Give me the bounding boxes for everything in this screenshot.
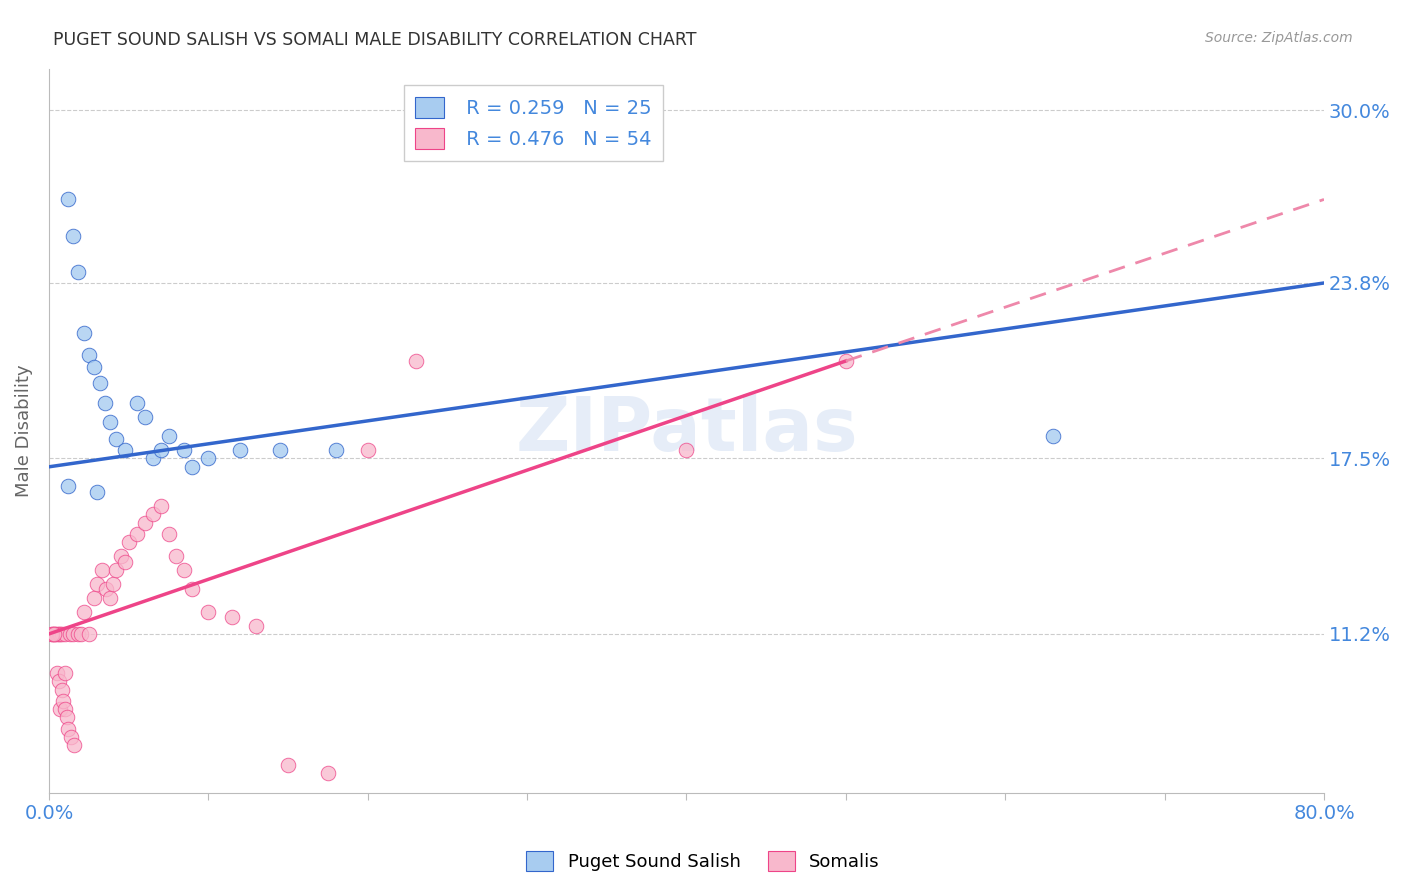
Point	[125, 396, 148, 410]
Point	[149, 499, 172, 513]
Point	[62, 228, 84, 243]
Point	[48, 674, 70, 689]
Point	[83, 591, 105, 605]
Point	[42, 627, 65, 641]
Point	[52, 694, 75, 708]
Point	[197, 605, 219, 619]
Y-axis label: Male Disability: Male Disability	[15, 364, 32, 497]
Point	[49, 702, 72, 716]
Point	[45, 627, 67, 641]
Point	[1042, 429, 1064, 443]
Point	[53, 702, 76, 716]
Point	[51, 627, 73, 641]
Point	[835, 354, 858, 368]
Point	[45, 665, 67, 680]
Point	[142, 451, 165, 466]
Point	[86, 576, 108, 591]
Point	[118, 535, 141, 549]
Point	[41, 627, 63, 641]
Point	[60, 730, 83, 744]
Legend:  R = 0.259   N = 25,  R = 0.476   N = 54: R = 0.259 N = 25, R = 0.476 N = 54	[404, 86, 664, 161]
Text: ZIPatlas: ZIPatlas	[515, 394, 858, 467]
Point	[41, 627, 63, 641]
Point	[125, 526, 148, 541]
Point	[157, 526, 180, 541]
Point	[77, 348, 100, 362]
Text: PUGET SOUND SALISH VS SOMALI MALE DISABILITY CORRELATION CHART: PUGET SOUND SALISH VS SOMALI MALE DISABI…	[53, 31, 697, 49]
Point	[173, 443, 195, 458]
Point	[63, 739, 86, 753]
Point	[675, 443, 697, 458]
Point	[70, 627, 93, 641]
Point	[316, 766, 339, 780]
Point	[98, 415, 121, 429]
Point	[166, 549, 188, 563]
Legend: Puget Sound Salish, Somalis: Puget Sound Salish, Somalis	[519, 844, 887, 879]
Text: Source: ZipAtlas.com: Source: ZipAtlas.com	[1205, 31, 1353, 45]
Point	[104, 432, 127, 446]
Point	[83, 359, 105, 374]
Point	[44, 627, 66, 641]
Point	[134, 409, 156, 424]
Point	[49, 627, 72, 641]
Point	[104, 563, 127, 577]
Point	[53, 665, 76, 680]
Point	[269, 443, 291, 458]
Point	[66, 627, 89, 641]
Point	[94, 396, 117, 410]
Point	[56, 479, 79, 493]
Point	[114, 443, 136, 458]
Point	[90, 563, 112, 577]
Point	[56, 722, 79, 736]
Point	[221, 610, 243, 624]
Point	[62, 627, 84, 641]
Point	[101, 576, 124, 591]
Point	[149, 443, 172, 458]
Point	[114, 554, 136, 568]
Point	[197, 451, 219, 466]
Point	[48, 627, 70, 641]
Point	[110, 549, 132, 563]
Point	[59, 627, 82, 641]
Point	[73, 605, 96, 619]
Point	[325, 443, 347, 458]
Point	[181, 459, 204, 474]
Point	[66, 265, 89, 279]
Point	[55, 710, 77, 724]
Point	[181, 582, 204, 597]
Point	[277, 757, 299, 772]
Point	[51, 682, 73, 697]
Point	[96, 582, 118, 597]
Point	[77, 627, 100, 641]
Point	[53, 627, 76, 641]
Point	[42, 627, 65, 641]
Point	[229, 443, 252, 458]
Point	[134, 516, 156, 530]
Point	[86, 484, 108, 499]
Point	[98, 591, 121, 605]
Point	[73, 326, 96, 340]
Point	[173, 563, 195, 577]
Point	[142, 507, 165, 521]
Point	[157, 429, 180, 443]
Point	[245, 618, 267, 632]
Point	[357, 443, 380, 458]
Point	[405, 354, 427, 368]
Point	[89, 376, 111, 391]
Point	[56, 193, 79, 207]
